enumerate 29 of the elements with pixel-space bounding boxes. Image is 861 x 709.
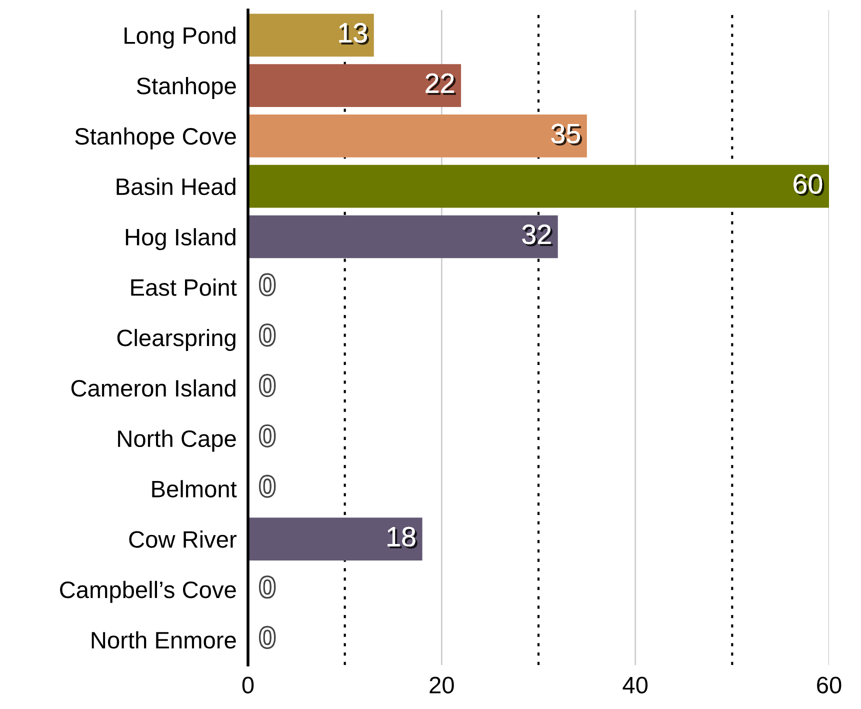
y-tick-label: Stanhope [136, 77, 236, 100]
y-tick-label: North Enmore [92, 631, 236, 649]
y-tick-label: Cow River [129, 530, 236, 548]
data-label: 35 [551, 124, 582, 146]
y-tick-label: Long Pond [124, 26, 236, 49]
data-label: 13 [339, 22, 369, 45]
y-tick-label: Cameron Island [71, 379, 236, 397]
y-tick-label: Clearspring [117, 328, 236, 351]
data-label: 32 [522, 224, 553, 246]
bar [248, 164, 829, 208]
bar [248, 14, 374, 57]
bar [248, 215, 558, 258]
x-tick-label: 0 [242, 676, 254, 694]
y-tick-label: East Point [131, 278, 237, 296]
x-tick-label: 20 [430, 676, 454, 694]
bar [248, 518, 422, 560]
y-tick-label: Belmont [152, 480, 237, 498]
y-tick-label: Campbell’s Cove [60, 580, 236, 603]
y-tick-label: North Cape [118, 430, 236, 452]
bar [248, 64, 462, 107]
y-tick-label: Hog Island [126, 228, 236, 250]
y-tick-label: Basin Head [116, 178, 236, 196]
x-tick-label: 40 [622, 676, 648, 694]
data-label: 18 [388, 526, 418, 549]
x-tick-label: 60 [817, 676, 842, 694]
y-tick-label: Stanhope Cove [75, 127, 236, 150]
bar [248, 114, 587, 158]
data-label: 22 [426, 73, 456, 95]
data-label: 60 [794, 174, 824, 196]
